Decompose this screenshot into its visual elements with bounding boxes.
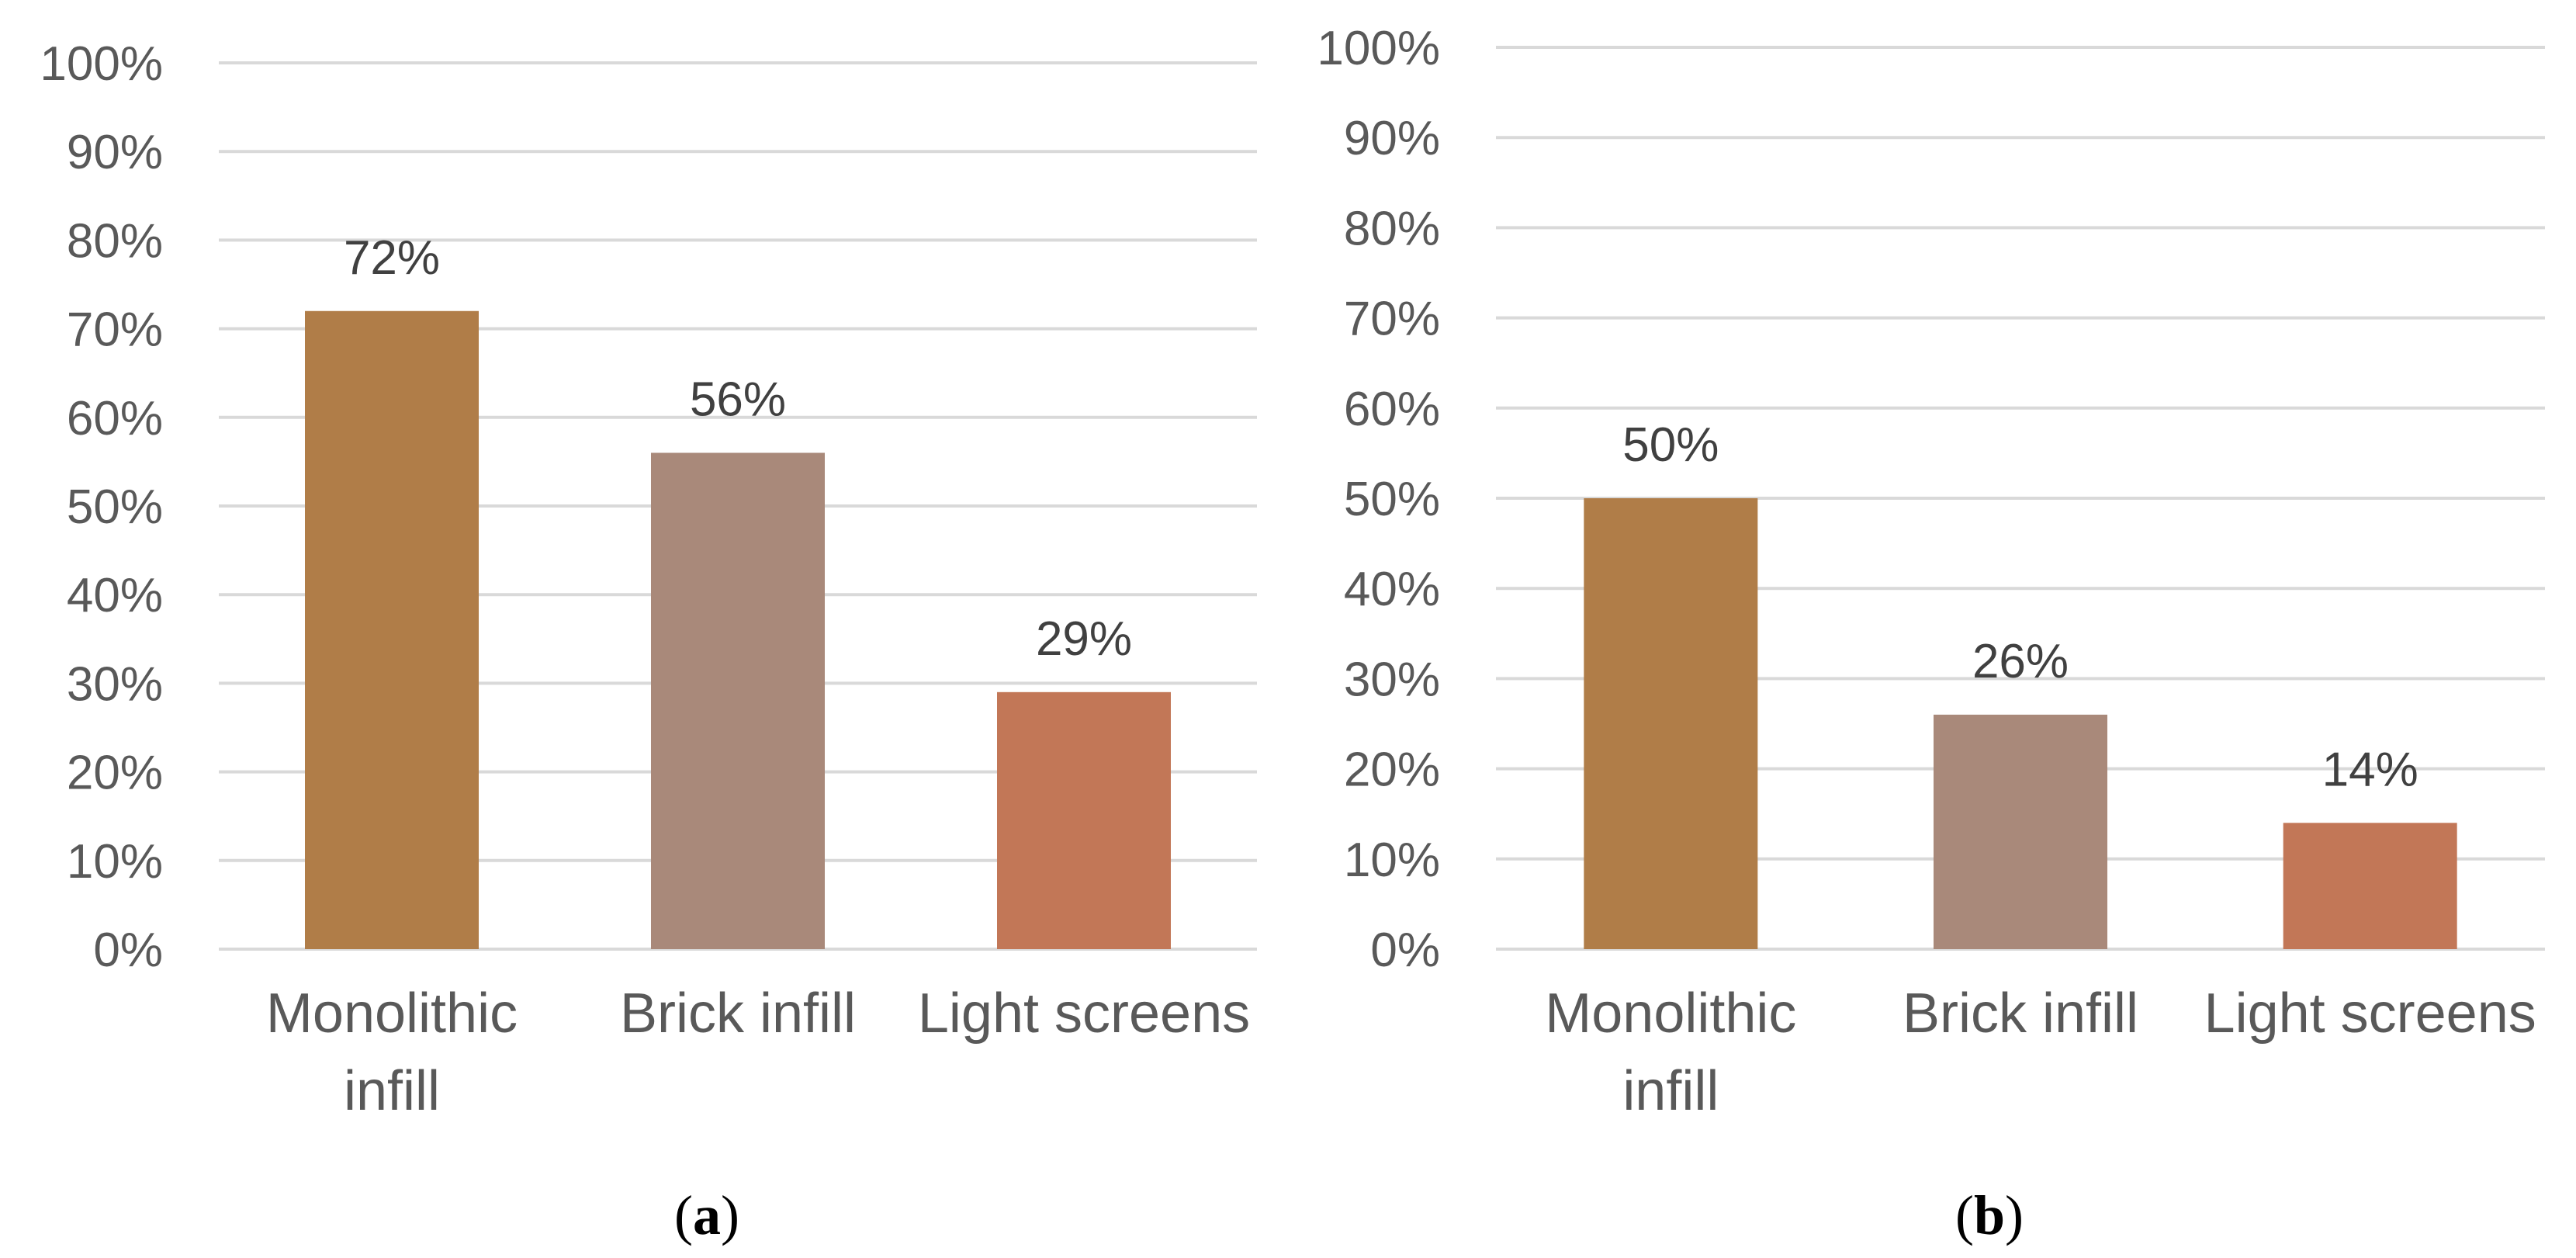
x-category-label: infill: [344, 1060, 440, 1122]
y-tick-label: 0%: [93, 924, 163, 977]
y-tick-label: 70%: [67, 303, 163, 357]
y-tick-label: 40%: [67, 569, 163, 622]
y-tick-label: 100%: [40, 37, 163, 91]
bar-chart-b: 0% 10% 20% 30% 40% 50% 60% 70% 80% 90% 100% 50% Mono…: [1317, 22, 2545, 1246]
data-label: 50%: [1622, 418, 1719, 472]
x-category-label: Monolithic: [266, 982, 518, 1045]
y-tick-label: 50%: [67, 480, 163, 534]
bar: [651, 452, 825, 949]
x-category-label: Brick infill: [1903, 982, 2138, 1045]
y-tick-label: 0%: [1370, 924, 1440, 977]
bar: [305, 310, 479, 949]
y-tick-label: 30%: [1344, 653, 1440, 706]
bar: [997, 691, 1171, 949]
y-tick-label: 100%: [1317, 22, 1440, 75]
y-tick-label: 90%: [67, 126, 163, 179]
x-category-label: Monolithic: [1545, 982, 1796, 1045]
y-tick-label: 50%: [1344, 473, 1440, 526]
y-tick-label: 90%: [1344, 112, 1440, 165]
chart-panel-a: 0% 10% 20% 30% 40% 50% 60% 70% 80% 90% 100% 72% Mono…: [40, 37, 1257, 1246]
panel-caption: (a): [674, 1184, 739, 1246]
y-tick-label: 20%: [67, 747, 163, 800]
chart-panel-b: 0% 10% 20% 30% 40% 50% 60% 70% 80% 90% 100% 50% Mono…: [1288, 0, 2576, 1258]
data-label: 26%: [1972, 635, 2069, 688]
bar: [1934, 714, 2107, 949]
y-tick-label: 80%: [67, 214, 163, 268]
y-tick-label: 30%: [67, 657, 163, 711]
y-tick-label: 10%: [67, 835, 163, 889]
data-label: 56%: [690, 373, 786, 426]
bar-chart-a: 0% 10% 20% 30% 40% 50% 60% 70% 80% 90% 100% 72% Mono…: [40, 37, 1257, 1246]
data-label: 14%: [2322, 743, 2418, 796]
y-tick-label: 60%: [1344, 383, 1440, 436]
data-label: 29%: [1036, 612, 1132, 666]
x-category-label: infill: [1622, 1060, 1719, 1122]
data-label: 72%: [344, 231, 440, 285]
y-tick-label: 40%: [1344, 563, 1440, 616]
x-category-label: Brick infill: [620, 982, 856, 1045]
y-tick-label: 20%: [1344, 743, 1440, 797]
y-tick-label: 60%: [67, 392, 163, 445]
y-tick-label: 10%: [1344, 833, 1440, 887]
y-tick-label: 80%: [1344, 202, 1440, 255]
x-category-label: Light screens: [918, 982, 1250, 1045]
bar: [2283, 823, 2457, 949]
y-tick-label: 70%: [1344, 293, 1440, 346]
bar: [1584, 498, 1758, 949]
panel-caption: (b): [1955, 1184, 2024, 1246]
x-category-label: Light screens: [2204, 982, 2536, 1045]
